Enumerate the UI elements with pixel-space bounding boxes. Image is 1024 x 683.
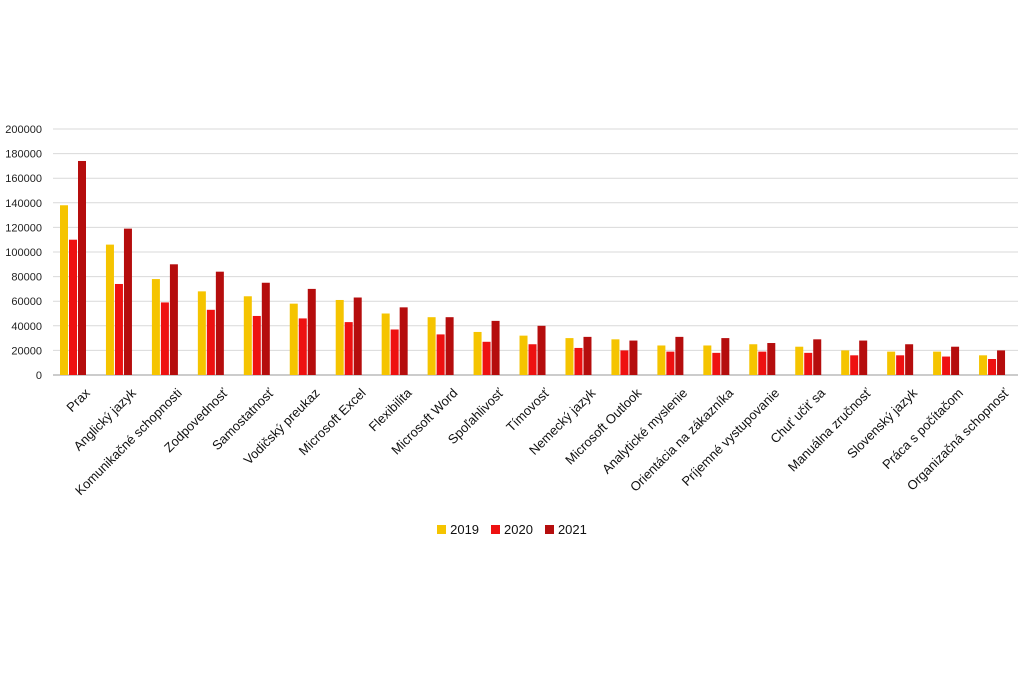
y-tick-label: 120000 xyxy=(5,222,42,234)
bar-2020 xyxy=(206,309,215,375)
bar-2021 xyxy=(78,160,86,375)
legend-item-2021: 2021 xyxy=(544,522,587,537)
y-tick-label: 0 xyxy=(36,370,42,382)
bar-2020 xyxy=(804,352,813,375)
bar-2020 xyxy=(390,329,399,375)
bar-2019 xyxy=(473,331,482,375)
bar-2019 xyxy=(979,355,988,375)
bar-2019 xyxy=(519,335,528,375)
bar-2021 xyxy=(537,325,546,375)
bar-2019 xyxy=(749,344,758,375)
legend-item-2020: 2020 xyxy=(491,522,533,537)
bar-2019 xyxy=(611,339,620,375)
bar-2020 xyxy=(436,334,445,375)
bar-2019 xyxy=(381,313,390,375)
bar-2020 xyxy=(160,302,169,375)
bar-2021 xyxy=(859,340,868,375)
y-tick-label: 200000 xyxy=(5,124,42,136)
x-tick-label: Manuálna zručnosť xyxy=(785,385,874,474)
legend-swatch-2019 xyxy=(437,525,447,534)
bar-2021 xyxy=(445,317,454,375)
legend-swatch-2020 xyxy=(491,525,501,534)
bar-2019 xyxy=(151,279,160,375)
bar-2021 xyxy=(813,339,822,375)
bar-2019 xyxy=(197,291,206,375)
legend-label-2021: 2021 xyxy=(557,522,587,537)
bar-2020 xyxy=(69,239,77,375)
bar-2020 xyxy=(574,347,583,375)
bar-2019 xyxy=(841,350,850,375)
y-axis-ticks: 0 20000 40000 60000 80000 100000 120000 140000 1… xyxy=(5,124,42,382)
bar-2020 xyxy=(712,352,721,375)
bar-2019 xyxy=(795,346,804,375)
bar-2019 xyxy=(243,296,252,375)
legend-item-2019: 2019 xyxy=(437,522,479,537)
bar-2019 xyxy=(933,351,942,375)
y-tick-label: 100000 xyxy=(5,247,42,259)
legend-label-2019: 2019 xyxy=(450,522,480,537)
y-tick-label: 60000 xyxy=(11,296,42,308)
bar-2019 xyxy=(887,351,896,375)
bar-2020 xyxy=(482,341,491,375)
y-tick-label: 180000 xyxy=(5,149,42,161)
y-tick-label: 20000 xyxy=(11,345,42,357)
bar-2021 xyxy=(767,343,776,375)
bar-2020 xyxy=(620,350,629,375)
y-tick-label: 140000 xyxy=(5,198,42,210)
x-tick-label: Analytické myslenie xyxy=(599,385,690,476)
bar-2021 xyxy=(123,228,132,375)
bar-2021 xyxy=(905,344,914,375)
bar-2021 xyxy=(261,282,270,375)
y-tick-label: 40000 xyxy=(11,321,42,333)
bar-2020 xyxy=(252,315,261,375)
bar-2019 xyxy=(703,345,712,375)
bar-2021 xyxy=(675,336,684,375)
bar-2020 xyxy=(758,351,767,375)
x-tick-label: Prax xyxy=(63,385,93,415)
bar-2021 xyxy=(399,307,408,375)
bar-2020 xyxy=(298,318,307,375)
legend-swatch-2021 xyxy=(544,525,554,534)
bar-2020 xyxy=(666,351,675,375)
bar-2021 xyxy=(951,346,960,375)
bar-2021 xyxy=(721,338,730,375)
bar-2019 xyxy=(427,317,436,375)
bar-2020 xyxy=(988,359,997,375)
bars xyxy=(60,160,1006,375)
bar-2019 xyxy=(105,244,114,375)
bar-2020 xyxy=(896,355,905,375)
bar-2021 xyxy=(629,340,638,375)
bar-2020 xyxy=(344,322,353,375)
bar-2019 xyxy=(289,303,298,375)
bar-2021 xyxy=(491,320,500,375)
bar-2021 xyxy=(997,350,1006,375)
bar-2021 xyxy=(169,264,178,375)
bar-2020 xyxy=(942,356,951,375)
x-tick-label: Práca s počítačom xyxy=(879,385,966,472)
bar-2021 xyxy=(307,288,316,375)
legend: 2019 2020 2021 xyxy=(0,522,1024,537)
y-tick-label: 160000 xyxy=(5,173,42,185)
bar-2019 xyxy=(657,345,666,375)
bar-2019 xyxy=(565,338,574,375)
bar-2021 xyxy=(353,297,362,375)
bar-2020 xyxy=(114,283,123,375)
bar-2019 xyxy=(335,299,344,375)
legend-label-2020: 2020 xyxy=(504,522,533,537)
bar-2021 xyxy=(583,336,592,375)
bar-2020 xyxy=(850,355,859,375)
bar-2020 xyxy=(528,344,537,375)
y-tick-label: 80000 xyxy=(11,272,42,284)
bar-2021 xyxy=(215,271,224,375)
bar-2019 xyxy=(60,205,68,375)
gridlines xyxy=(53,128,1018,376)
